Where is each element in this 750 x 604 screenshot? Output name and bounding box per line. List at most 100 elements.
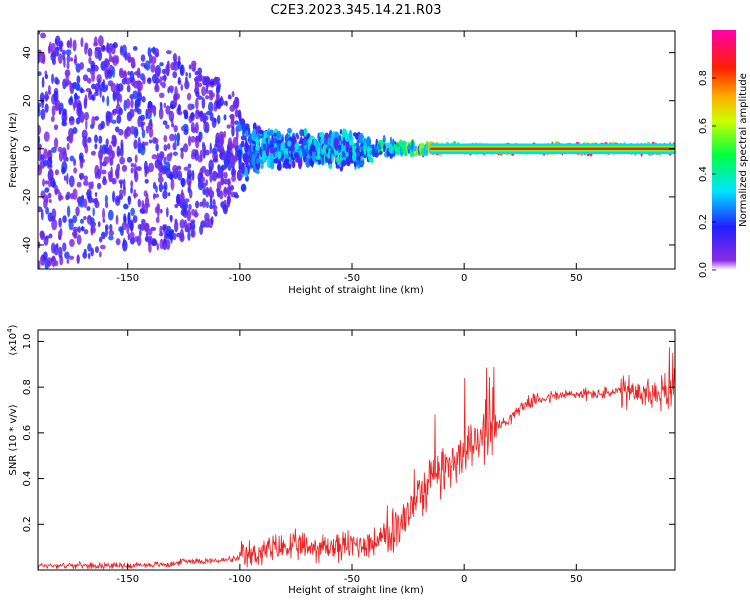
spectrogram-cell bbox=[83, 180, 89, 187]
spectrogram-cell bbox=[150, 226, 157, 232]
spectrogram-cell bbox=[58, 40, 64, 49]
spectrogram-cell bbox=[89, 124, 95, 129]
spectrogram-cell bbox=[103, 144, 109, 153]
spectrogram-cell bbox=[161, 81, 166, 89]
spectrogram-cell bbox=[84, 111, 90, 121]
spectrogram-cell bbox=[51, 105, 56, 117]
spectrogram-cell bbox=[47, 45, 51, 54]
spectrogram-cell bbox=[166, 207, 169, 218]
spectrogram-cell bbox=[115, 168, 120, 180]
spectrogram-cell bbox=[137, 136, 141, 148]
spectrogram-cell bbox=[158, 107, 164, 120]
spectrogram-cell bbox=[122, 44, 127, 55]
spectrogram-cell bbox=[84, 94, 88, 105]
spectrogram-cell bbox=[205, 186, 210, 198]
spectrogram-cell bbox=[208, 159, 214, 171]
spectrogram-cell bbox=[285, 132, 289, 142]
spectrogram-cell bbox=[43, 159, 49, 167]
spectrogram-cell bbox=[205, 179, 208, 186]
spectrogram-cell bbox=[231, 90, 235, 98]
spectrogram-cell bbox=[231, 174, 237, 182]
spectrogram-cell bbox=[148, 127, 154, 138]
spectrogram-cell bbox=[69, 238, 75, 248]
spectrogram-cell bbox=[249, 149, 253, 156]
spectrogram-cell bbox=[231, 126, 235, 137]
spectrogram-cell bbox=[129, 231, 135, 239]
spectrogram-cell bbox=[154, 206, 159, 214]
spectrogram-cell bbox=[205, 95, 210, 100]
spectrogram-cell bbox=[172, 60, 179, 72]
spectrogram-cell bbox=[287, 127, 293, 134]
spectrogram-cell bbox=[66, 173, 69, 185]
spectrogram-x-tick-label: -150 bbox=[116, 273, 139, 284]
spectrogram-cell bbox=[65, 156, 69, 162]
spectrogram-cell bbox=[111, 150, 115, 159]
spectrogram-cell bbox=[229, 154, 236, 166]
spectrogram-cell bbox=[183, 219, 188, 228]
spectrogram-cell bbox=[80, 87, 84, 94]
spectrogram-cell bbox=[232, 136, 239, 149]
spectrogram-cell bbox=[183, 129, 189, 135]
spectrogram-cell bbox=[72, 214, 78, 224]
spectrogram-cell bbox=[190, 135, 196, 143]
spectrogram-cell bbox=[197, 67, 203, 75]
spectrogram-cell bbox=[42, 178, 45, 187]
spectrogram-cell bbox=[183, 166, 189, 171]
spectrogram-cell bbox=[216, 114, 221, 125]
spectrogram-cell bbox=[179, 232, 185, 243]
spectrogram-cell bbox=[101, 95, 105, 103]
spectrogram-cell bbox=[65, 72, 69, 85]
spectrogram-cell bbox=[141, 200, 145, 207]
spectrogram-cell bbox=[94, 143, 98, 150]
spectrogram-cell bbox=[159, 208, 163, 214]
spectrogram-cell bbox=[291, 147, 296, 152]
spectrogram-cell bbox=[144, 60, 151, 71]
spectrogram-cell bbox=[151, 239, 158, 247]
spectrogram-cell bbox=[177, 59, 181, 70]
spectrogram-cell bbox=[66, 61, 70, 70]
spectrogram-cell bbox=[338, 134, 342, 142]
spectrogram-cell bbox=[177, 170, 183, 181]
spectrogram-cell bbox=[133, 139, 138, 150]
spectrogram-cell bbox=[240, 163, 245, 175]
spectrogram-cell bbox=[237, 109, 242, 120]
spectrogram-cell bbox=[177, 76, 181, 84]
snr-x-tick-label: -50 bbox=[344, 574, 360, 585]
spectrogram-cell bbox=[201, 198, 207, 208]
spectrogram-cell bbox=[144, 222, 150, 232]
spectrogram-cell bbox=[209, 195, 213, 207]
spectrogram-cell bbox=[162, 224, 167, 231]
spectrogram-cell bbox=[118, 128, 124, 136]
spectrogram-cell bbox=[130, 186, 133, 194]
spectrogram-cell bbox=[146, 77, 152, 85]
spectrogram-cell bbox=[205, 201, 210, 209]
snr-scale-exponent: 4 bbox=[6, 328, 14, 333]
spectrogram-cell bbox=[83, 215, 87, 221]
spectrogram-cell bbox=[169, 133, 175, 142]
spectrogram-cell bbox=[321, 156, 325, 166]
spectrogram-cell bbox=[219, 151, 224, 160]
spectrogram-cell bbox=[125, 98, 131, 109]
spectrogram-cell bbox=[176, 132, 181, 143]
spectrogram-cell bbox=[207, 101, 214, 113]
spectrogram-cell bbox=[180, 150, 184, 160]
spectrogram-cell bbox=[94, 91, 99, 96]
spectrogram-cell bbox=[200, 165, 207, 174]
spectrogram-cell bbox=[89, 217, 95, 224]
spectrogram-cell bbox=[115, 126, 120, 133]
spectrogram-cell bbox=[179, 64, 185, 77]
spectrogram-cell bbox=[107, 209, 114, 221]
spectrogram-cell bbox=[132, 193, 139, 198]
spectrogram-cell bbox=[186, 209, 192, 222]
spectrogram-cell bbox=[218, 190, 224, 200]
spectrogram-cell bbox=[70, 57, 74, 62]
spectrogram-cell bbox=[163, 102, 167, 108]
spectrogram-cell bbox=[251, 154, 257, 166]
spectrogram-cell bbox=[87, 243, 92, 252]
spectrogram-cell bbox=[116, 97, 120, 106]
snr-panel: -150 -100 -50 0 50 0.2 0.4 0.6 0.8 1.0 Height of… bbox=[6, 324, 676, 596]
spectrogram-cell bbox=[223, 100, 228, 106]
spectrogram-cell bbox=[163, 144, 168, 152]
